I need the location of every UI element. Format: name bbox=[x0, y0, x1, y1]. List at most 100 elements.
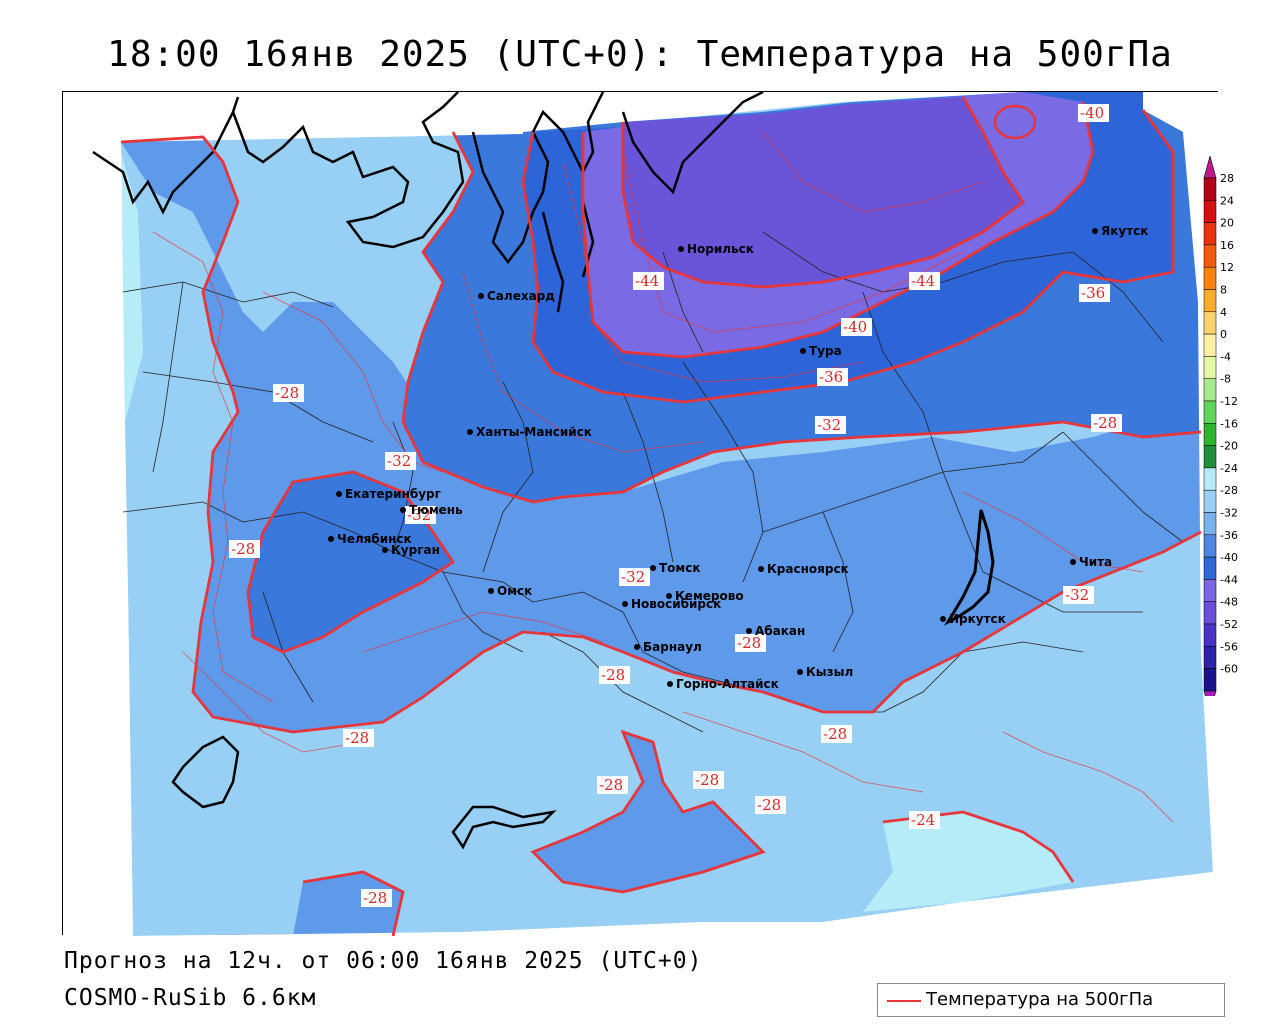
colorbar-swatch bbox=[1203, 289, 1217, 313]
city-dot bbox=[650, 565, 656, 571]
isotherm-label-bg bbox=[597, 776, 628, 794]
isotherm-label: -44 bbox=[635, 272, 659, 290]
city-dot bbox=[746, 628, 752, 634]
city-dot bbox=[488, 588, 494, 594]
outside-domain-bottom bbox=[133, 872, 1213, 936]
colorbar-swatch bbox=[1203, 489, 1217, 513]
city-dot bbox=[797, 669, 803, 675]
city-label: Тюмень bbox=[409, 503, 463, 517]
model-name: COSMO-RuSib 6.6км bbox=[64, 985, 317, 1011]
colorbar-tick-label: 20 bbox=[1220, 217, 1234, 230]
city-dot bbox=[478, 293, 484, 299]
isotherm-label-bg bbox=[841, 318, 872, 336]
city-label: Иркутск bbox=[949, 612, 1006, 626]
cold-spot-north bbox=[993, 104, 1037, 140]
lake-balkhash bbox=[451, 805, 557, 850]
isotherm-label: -28 bbox=[363, 889, 387, 907]
isotherm-label: -28 bbox=[275, 384, 299, 402]
colorbar-tick-label: 12 bbox=[1220, 261, 1234, 274]
isotherm-label-bg bbox=[755, 796, 786, 814]
city-label: Кемерово bbox=[675, 589, 744, 603]
isotherm-label-bg bbox=[405, 506, 436, 524]
isotherm-label-bg bbox=[385, 452, 416, 470]
temperature-map: -40 -44 -44 -36 -40 -36 -32 -32 -28 -32 -32 -28 -32 -… bbox=[62, 90, 1219, 937]
colorbar-swatch bbox=[1203, 266, 1217, 290]
city-dot bbox=[1092, 228, 1098, 234]
isotherm-label: -32 bbox=[407, 506, 431, 524]
city-dot bbox=[667, 681, 673, 687]
colorbar-tick-label: -28 bbox=[1220, 484, 1238, 497]
city-label: Барнаул bbox=[643, 640, 702, 654]
forecast-info: Прогноз на 12ч. от 06:00 16янв 2025 (UTC… bbox=[64, 948, 703, 974]
colorbar-tick-label: -36 bbox=[1220, 529, 1238, 542]
city-label: Омск bbox=[497, 584, 532, 598]
city-label: Новосибирск bbox=[631, 597, 721, 611]
isotherm-label: -28 bbox=[231, 540, 255, 558]
city-label: Чита bbox=[1079, 555, 1112, 569]
isotherm-label: -28 bbox=[601, 666, 625, 684]
colorbar-tick-label: 0 bbox=[1220, 328, 1227, 341]
colorbar-tick-label: -52 bbox=[1220, 618, 1238, 631]
isotherm-label: -28 bbox=[757, 796, 781, 814]
isotherm-label-bg bbox=[1063, 586, 1094, 604]
colorbar-swatch bbox=[1203, 423, 1217, 446]
isotherm-label-bg bbox=[1091, 414, 1122, 432]
colorbar-tick-label: -40 bbox=[1220, 551, 1238, 564]
city-label: Екатеринбург bbox=[345, 487, 441, 501]
isotherm-label-bg bbox=[229, 540, 260, 558]
colorbar-swatch bbox=[1203, 311, 1217, 335]
colorbar-swatch bbox=[1203, 244, 1217, 268]
colorbar-tick-label: 4 bbox=[1220, 306, 1227, 319]
colorbar: 28 24 20 16 12 8 4 0 -4 -8 -12 -16 -20 -24 -28 -32 -36 -4… bbox=[1203, 156, 1238, 696]
city-label: Курган bbox=[391, 543, 440, 557]
colorbar-swatch bbox=[1203, 623, 1217, 647]
colorbar-swatch bbox=[1203, 579, 1217, 602]
isotherm-label: -32 bbox=[387, 452, 411, 470]
colorbar-tick-label: -44 bbox=[1220, 573, 1238, 586]
outside-domain-top-left bbox=[63, 92, 523, 142]
arctic-coastline bbox=[92, 90, 764, 265]
major-isotherms bbox=[120, 96, 1202, 937]
map-title: 18:00 16янв 2025 (UTC+0): Температура на… bbox=[107, 34, 1173, 75]
isotherm-label: -28 bbox=[737, 634, 761, 652]
city-dot bbox=[1070, 559, 1076, 565]
isotherm-label-bg bbox=[361, 889, 392, 907]
colorbar-swatch bbox=[1203, 333, 1217, 357]
colorbar-tick-label: -56 bbox=[1220, 640, 1238, 653]
colorbar-swatch bbox=[1203, 222, 1217, 246]
isotherm-label: -36 bbox=[819, 368, 843, 386]
band-28-32-sw bbox=[293, 872, 403, 936]
isotherm-label-bg bbox=[817, 368, 848, 386]
colorbar-swatch bbox=[1203, 445, 1217, 469]
city-label: Красноярск bbox=[767, 562, 849, 576]
isotherm-label: -28 bbox=[1093, 414, 1117, 432]
city-label: Якутск bbox=[1101, 224, 1148, 238]
city-label: Челябинск bbox=[337, 532, 412, 546]
isotherm-label-bg bbox=[273, 384, 304, 402]
colorbar-tick-label: 24 bbox=[1220, 194, 1234, 207]
isotherm-label-bg bbox=[821, 725, 852, 743]
isotherm-label-bg bbox=[815, 416, 846, 434]
colorbar-swatch bbox=[1203, 378, 1217, 402]
isotherm-label-bg bbox=[1079, 284, 1110, 302]
colorbar-swatch bbox=[1203, 400, 1217, 424]
lake-aral bbox=[171, 735, 240, 809]
isotherm-label: -32 bbox=[1065, 586, 1089, 604]
lake-baikal bbox=[944, 509, 995, 626]
city-markers: Норильск Якутск Салехард Тура Ханты-Мансийск… bbox=[328, 224, 1148, 691]
isotherm-label-bg bbox=[1078, 104, 1109, 122]
city-label: Абакан bbox=[755, 624, 805, 638]
colorbar-tick-label: -8 bbox=[1220, 373, 1231, 386]
isotherm-label: -32 bbox=[817, 416, 841, 434]
isotherm-label-bg bbox=[909, 811, 940, 829]
isotherm-label: -36 bbox=[1081, 284, 1105, 302]
city-dot bbox=[666, 593, 672, 599]
band-gt-24-se bbox=[863, 812, 1073, 912]
isotherm-label: -44 bbox=[911, 272, 935, 290]
colorbar-tick-label: 8 bbox=[1220, 284, 1227, 297]
isotherm-label: -28 bbox=[823, 725, 847, 743]
legend-label: Температура на 500гПа bbox=[926, 989, 1154, 1010]
colorbar-swatch bbox=[1203, 467, 1217, 491]
city-dot bbox=[678, 246, 684, 252]
city-dot bbox=[622, 601, 628, 607]
